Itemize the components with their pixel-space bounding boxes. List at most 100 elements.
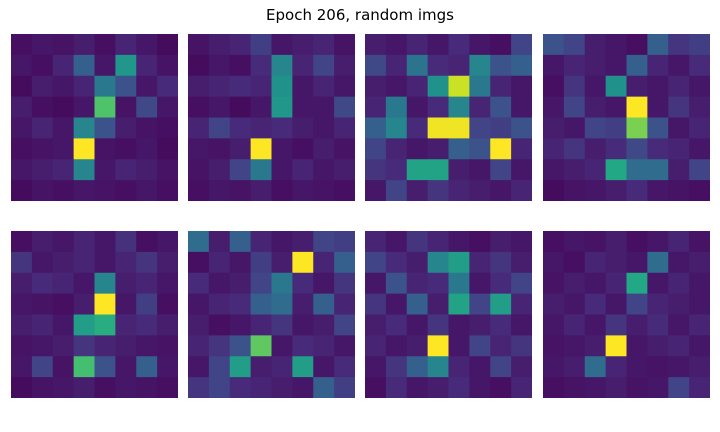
heatmap-cell — [584, 34, 607, 56]
heatmap-cell — [469, 117, 491, 139]
heatmap-cell — [448, 117, 470, 139]
heatmap-cell — [668, 180, 690, 201]
heatmap-cell — [292, 138, 314, 160]
heatmap-cell — [313, 54, 335, 77]
heatmap-cell — [73, 34, 96, 56]
heatmap-cell — [313, 138, 335, 160]
heatmap-cell — [385, 180, 408, 201]
heatmap-cell — [448, 231, 470, 253]
heatmap-cell — [385, 96, 408, 119]
heatmap-cell — [11, 251, 33, 274]
heatmap-cell — [365, 159, 387, 181]
heatmap-cell — [94, 251, 116, 274]
heatmap-cell — [136, 335, 158, 357]
heatmap-cell — [689, 159, 710, 181]
heatmap-cell — [115, 117, 137, 139]
heatmap-panel-3 — [365, 34, 532, 201]
heatmap-cell — [52, 138, 75, 160]
heatmap-cell — [626, 272, 648, 295]
heatmap-cell — [31, 293, 54, 316]
heatmap-cell — [115, 54, 137, 77]
heatmap-cell — [208, 180, 231, 201]
heatmap-cell — [365, 117, 387, 139]
heatmap-cell — [115, 293, 137, 316]
heatmap-cell — [11, 54, 33, 77]
heatmap-cell — [543, 180, 565, 201]
heatmap-cell — [52, 251, 75, 274]
heatmap-cell — [543, 251, 565, 274]
heatmap-cell — [11, 96, 33, 119]
heatmap-cell — [271, 377, 293, 398]
heatmap-cell — [626, 314, 648, 336]
heatmap-cell — [584, 335, 607, 357]
heatmap-cell — [385, 251, 408, 274]
heatmap-cell — [626, 117, 648, 139]
heatmap-cell — [229, 335, 252, 357]
heatmap-cell — [427, 231, 450, 253]
heatmap-cell — [385, 117, 408, 139]
heatmap-cell — [313, 377, 335, 398]
heatmap-cell — [250, 138, 273, 160]
heatmap-cell — [543, 293, 565, 316]
heatmap-cell — [469, 75, 491, 98]
heatmap-cell — [292, 251, 314, 274]
heatmap-cell — [490, 251, 512, 274]
heatmap-cell — [406, 356, 429, 378]
heatmap-cell — [406, 314, 429, 336]
heatmap-cell — [73, 96, 96, 119]
heatmap-cell — [563, 159, 586, 181]
heatmap-cell — [229, 159, 252, 181]
heatmap-cell — [406, 377, 429, 398]
heatmap-panel-7 — [365, 231, 532, 398]
heatmap-cell — [157, 377, 178, 398]
heatmap-cell — [385, 34, 408, 56]
heatmap-cell — [188, 251, 210, 274]
heatmap-cell — [73, 159, 96, 181]
heatmap-cell — [94, 138, 116, 160]
heatmap-cell — [647, 75, 669, 98]
heatmap-cell — [208, 117, 231, 139]
heatmap-cell — [626, 356, 648, 378]
heatmap-cell — [605, 34, 628, 56]
heatmap-cell — [334, 180, 355, 201]
heatmap-cell — [448, 251, 470, 274]
heatmap-cell — [406, 159, 429, 181]
heatmap-cell — [11, 314, 33, 336]
heatmap-cell — [271, 138, 293, 160]
heatmap-image — [188, 34, 355, 201]
heatmap-cell — [292, 314, 314, 336]
heatmap-cell — [511, 96, 532, 119]
heatmap-cell — [406, 251, 429, 274]
heatmap-cell — [511, 377, 532, 398]
heatmap-cell — [689, 138, 710, 160]
heatmap-cell — [94, 335, 116, 357]
heatmap-cell — [365, 180, 387, 201]
heatmap-cell — [584, 251, 607, 274]
heatmap-cell — [188, 180, 210, 201]
heatmap-cell — [136, 54, 158, 77]
heatmap-cell — [250, 117, 273, 139]
heatmap-cell — [31, 377, 54, 398]
heatmap-cell — [94, 377, 116, 398]
heatmap-cell — [115, 96, 137, 119]
heatmap-cell — [668, 314, 690, 336]
heatmap-cell — [689, 335, 710, 357]
heatmap-cell — [31, 356, 54, 378]
heatmap-cell — [292, 293, 314, 316]
heatmap-image — [543, 34, 710, 201]
heatmap-cell — [31, 159, 54, 181]
heatmap-cell — [313, 335, 335, 357]
heatmap-cell — [647, 272, 669, 295]
heatmap-cell — [136, 251, 158, 274]
heatmap-cell — [584, 159, 607, 181]
heatmap-cell — [157, 251, 178, 274]
heatmap-cell — [313, 356, 335, 378]
heatmap-cell — [73, 314, 96, 336]
heatmap-cell — [292, 335, 314, 357]
heatmap-cell — [334, 34, 355, 56]
heatmap-cell — [334, 356, 355, 378]
heatmap-cell — [365, 54, 387, 77]
heatmap-cell — [511, 34, 532, 56]
heatmap-cell — [427, 117, 450, 139]
heatmap-cell — [511, 335, 532, 357]
